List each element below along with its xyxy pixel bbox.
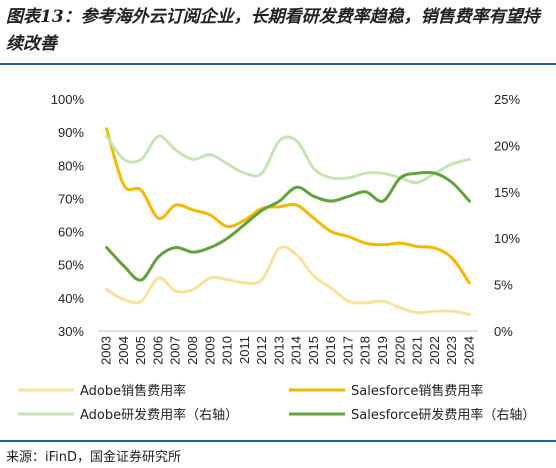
x-tick-label: 2013 bbox=[271, 336, 286, 365]
x-tick-label: 2022 bbox=[427, 336, 442, 365]
x-tick-label: 2008 bbox=[185, 336, 200, 365]
left-tick-label: 70% bbox=[58, 191, 84, 206]
adobe-sales-expense-line bbox=[105, 245, 471, 316]
x-tick-label: 2004 bbox=[116, 336, 131, 365]
x-tick-label: 2019 bbox=[375, 336, 390, 365]
chart-legend: Adobe销售费用率 Salesforce销售费用率 Adobe研发费用率（右轴） S… bbox=[18, 383, 535, 423]
salesforce-rd-expense-line bbox=[105, 170, 471, 282]
chart-title: 图表13：参考海外云订阅企业，长期看研发费率趋稳，销售费率有望持续改善 bbox=[6, 7, 540, 54]
salesforce-sales-expense-line bbox=[105, 127, 471, 285]
left-tick-label: 30% bbox=[58, 324, 84, 339]
adobe-rd-expense-line bbox=[105, 134, 471, 185]
x-tick-label: 2010 bbox=[220, 336, 235, 365]
x-tick-label: 2018 bbox=[358, 336, 373, 365]
x-tick-label: 2007 bbox=[168, 336, 183, 365]
left-tick-label: 80% bbox=[58, 158, 84, 173]
chart-area: 2003 2004 2005 2006 2007 2008 2009 2010 2011 2012… bbox=[18, 92, 535, 423]
x-tick-label: 2017 bbox=[340, 336, 355, 365]
right-tick-label: 15% bbox=[494, 185, 520, 200]
x-tick-label: 2014 bbox=[289, 336, 304, 365]
right-axis-tick-labels: 0% 5% 10% 15% 20% 25% bbox=[494, 92, 520, 339]
x-tick-label: 2023 bbox=[444, 336, 459, 365]
right-tick-label: 25% bbox=[494, 92, 520, 107]
right-tick-label: 5% bbox=[494, 278, 513, 293]
legend-label: Adobe销售费用率 bbox=[80, 383, 186, 399]
left-tick-label: 60% bbox=[58, 225, 84, 240]
x-tick-label: 2012 bbox=[254, 336, 269, 365]
x-tick-label: 2005 bbox=[133, 336, 148, 365]
title-divider bbox=[0, 63, 556, 65]
x-tick-label: 2016 bbox=[323, 336, 338, 365]
source-note: 来源：iFinD，国金证券研究所 bbox=[6, 450, 182, 465]
right-tick-label: 20% bbox=[494, 138, 520, 153]
x-axis-tick-labels: 2003 2004 2005 2006 2007 2008 2009 2010 2011 2012… bbox=[99, 336, 477, 365]
x-tick-label: 2024 bbox=[461, 336, 476, 365]
legend-label: Salesforce销售费用率 bbox=[351, 383, 483, 399]
x-tick-label: 2003 bbox=[99, 336, 114, 365]
left-tick-label: 90% bbox=[58, 125, 84, 140]
x-tick-label: 2020 bbox=[392, 336, 407, 365]
x-tick-label: 2015 bbox=[306, 336, 321, 365]
legend-label: Adobe研发费用率（右轴） bbox=[80, 407, 238, 423]
left-tick-label: 50% bbox=[58, 258, 84, 273]
x-tick-label: 2006 bbox=[150, 336, 165, 365]
right-tick-label: 10% bbox=[494, 231, 520, 246]
right-tick-label: 0% bbox=[494, 324, 513, 339]
x-tick-label: 2009 bbox=[202, 336, 217, 365]
series-lines bbox=[105, 127, 471, 316]
left-tick-label: 40% bbox=[58, 291, 84, 306]
left-axis-tick-labels: 30% 40% 50% 60% 70% 80% 90% 100% bbox=[51, 92, 85, 339]
legend-label: Salesforce研发费用率（右轴） bbox=[351, 407, 535, 423]
footer-divider bbox=[0, 440, 556, 442]
x-tick-label: 2021 bbox=[410, 336, 425, 365]
left-tick-label: 100% bbox=[51, 92, 85, 107]
x-tick-label: 2011 bbox=[237, 336, 252, 364]
